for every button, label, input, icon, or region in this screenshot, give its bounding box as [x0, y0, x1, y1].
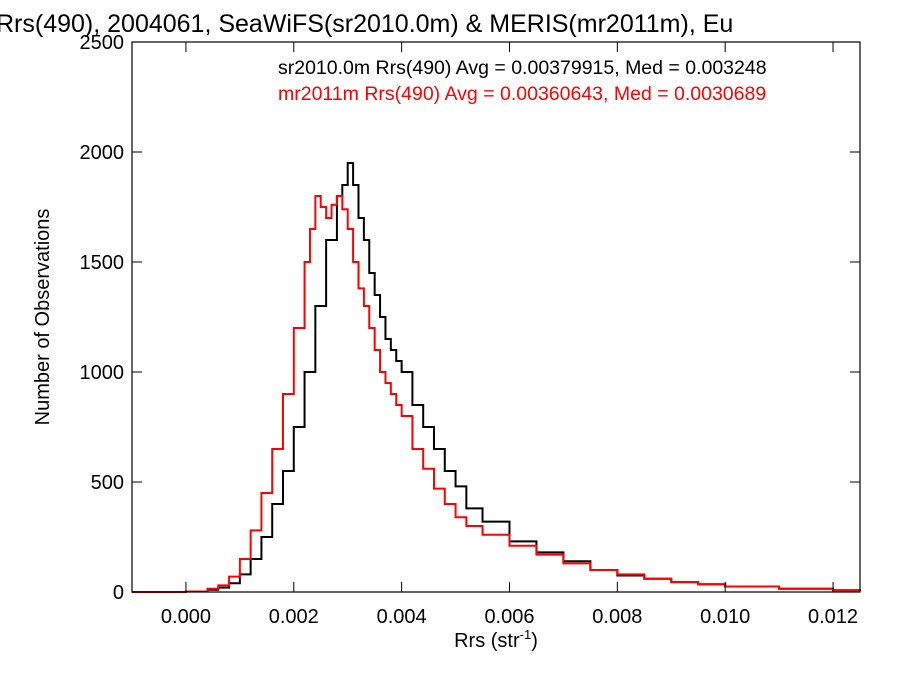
x-tick-label: 0.010 — [700, 606, 750, 628]
y-tick-label: 0 — [113, 582, 124, 604]
plot-frame — [131, 41, 861, 593]
x-axis-ticks: 0.000 0.002 0.004 0.006 0.008 0.010 0.012 — [161, 42, 858, 628]
x-tick-label: 0.002 — [269, 606, 319, 628]
y-axis-label: Number of Observations — [32, 209, 54, 426]
x-tick-label: 0.012 — [808, 606, 858, 628]
series-line-sr2010 — [132, 162, 861, 593]
x-axis-label: Rrs (str-1) — [454, 627, 538, 652]
y-axis-ticks: 0 500 1000 1500 2000 2500 — [80, 32, 860, 604]
legend-entry-mr2011: mr2011m Rrs(490) Avg = 0.00360643, Med =… — [278, 83, 766, 105]
legend-entry-sr2010: sr2010.0m Rrs(490) Avg = 0.00379915, Med… — [278, 57, 767, 79]
x-tick-label: 0.000 — [161, 606, 211, 628]
x-tick-label: 0.004 — [377, 606, 427, 628]
series-line-mr2011 — [132, 195, 861, 593]
x-axis-label-exponent: -1 — [520, 627, 532, 642]
y-tick-label: 1000 — [80, 362, 125, 384]
y-tick-label: 2500 — [80, 32, 125, 54]
x-tick-label: 0.008 — [592, 606, 642, 628]
y-tick-label: 500 — [91, 472, 124, 494]
y-tick-label: 1500 — [80, 252, 125, 274]
x-axis-label-close: ) — [531, 630, 538, 652]
x-tick-label: 0.006 — [484, 606, 534, 628]
chart-title: Rrs(490), 2004061, SeaWiFS(sr2010.0m) & … — [0, 10, 733, 38]
y-tick-label: 2000 — [80, 142, 125, 164]
x-axis-label-main: Rrs (str — [454, 630, 520, 652]
series-layer — [132, 162, 861, 593]
